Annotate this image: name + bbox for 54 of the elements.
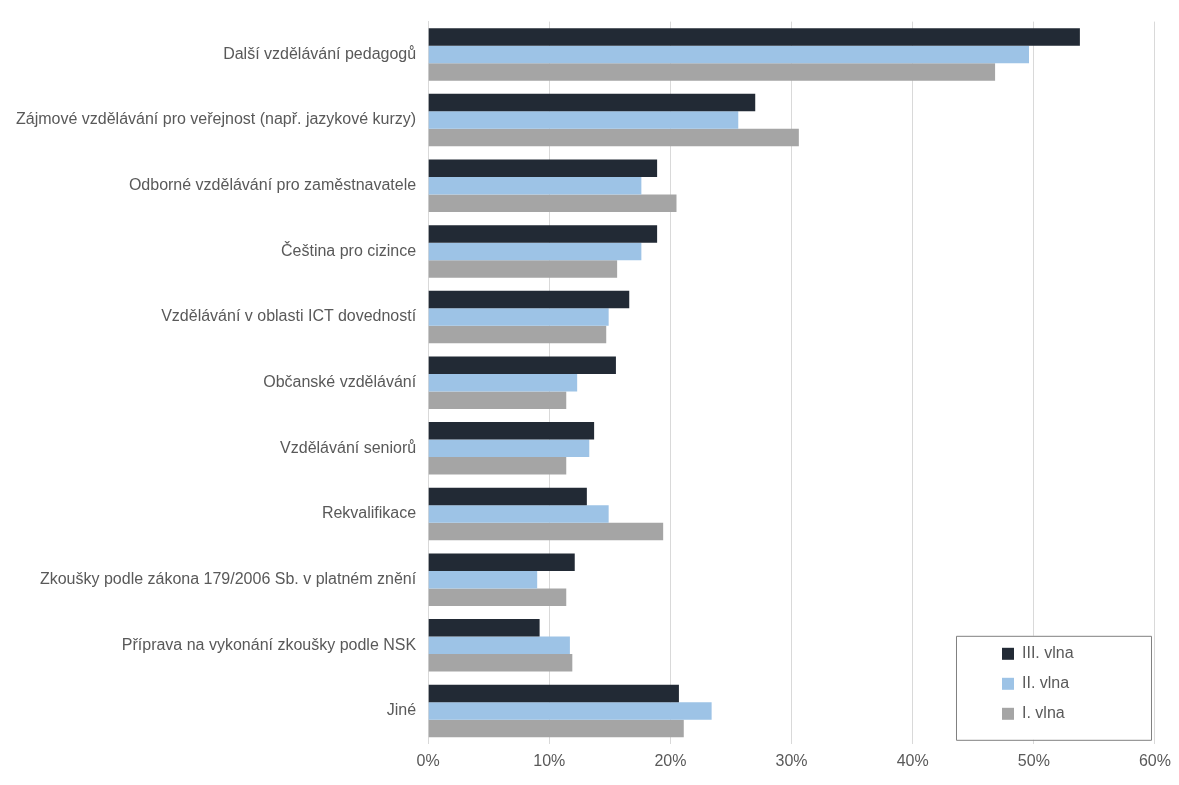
y-tick-label: Jiné xyxy=(386,701,417,719)
bar xyxy=(428,719,684,738)
bar xyxy=(428,373,578,392)
bar xyxy=(428,260,618,278)
y-tick-label: Vzdělávání v oblasti ICT dovedností xyxy=(161,307,417,325)
bar xyxy=(428,28,1080,46)
bar xyxy=(428,63,996,81)
bar xyxy=(428,391,567,409)
y-tick-label: Odborné vzdělávání pro zaměstnavatele xyxy=(128,176,417,194)
y-tick-label: Občanské vzdělávání xyxy=(263,373,417,391)
bar xyxy=(428,702,712,720)
bar xyxy=(428,45,1030,64)
x-tick-label: 20% xyxy=(654,751,687,769)
y-tick-label: Čeština pro cizince xyxy=(280,240,417,259)
bar xyxy=(428,487,587,506)
bar xyxy=(428,128,799,147)
bar xyxy=(428,654,573,672)
bar xyxy=(428,505,609,523)
x-tick-label: 10% xyxy=(533,751,566,769)
bar xyxy=(428,356,616,374)
bar xyxy=(428,588,567,606)
bar xyxy=(428,111,739,129)
bar xyxy=(428,439,590,458)
x-tick-label: 40% xyxy=(896,751,929,769)
bar xyxy=(428,159,658,177)
legend-label: II. vlna xyxy=(1021,674,1070,692)
bar xyxy=(428,308,609,326)
bar xyxy=(428,570,538,589)
y-tick-label: Rekvalifikace xyxy=(321,504,417,522)
bar xyxy=(428,636,570,655)
y-tick-label: Vzdělávání seniorů xyxy=(280,438,417,456)
bar xyxy=(428,225,658,243)
y-tick-label: Příprava na vykonání zkoušky podle NSK xyxy=(121,635,417,653)
bar xyxy=(428,553,575,571)
bar xyxy=(428,619,540,637)
bar xyxy=(428,325,607,344)
bar xyxy=(428,176,642,195)
x-tick-label: 0% xyxy=(416,751,440,769)
bar xyxy=(428,194,677,212)
x-tick-label: 60% xyxy=(1138,751,1171,769)
bar xyxy=(428,422,595,440)
bar xyxy=(428,93,756,112)
x-tick-label: 50% xyxy=(1017,751,1050,769)
x-tick-label: 30% xyxy=(775,751,808,769)
y-tick-label: Další vzdělávání pedagogů xyxy=(223,44,417,62)
bar xyxy=(428,684,679,703)
legend-label: III. vlna xyxy=(1021,644,1074,662)
bar xyxy=(428,457,567,475)
legend-label: I. vlna xyxy=(1021,704,1065,722)
y-tick-label: Zkoušky podle zákona 179/2006 Sb. v platném znění xyxy=(39,570,417,588)
bar xyxy=(428,242,642,261)
bar xyxy=(428,290,630,309)
y-tick-label: Zájmové vzdělávání pro veřejnost (např. jazykové kurzy) xyxy=(15,110,417,128)
bar xyxy=(428,522,664,541)
